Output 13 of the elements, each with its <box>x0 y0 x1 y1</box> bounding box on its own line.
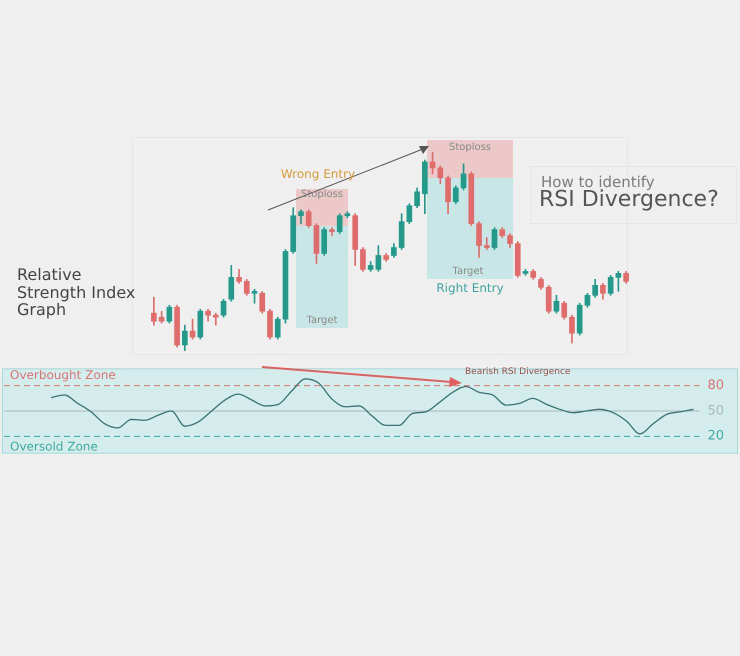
annotation: Bearish RSI Divergence <box>465 367 572 378</box>
y-tick-label: 20 <box>707 428 724 444</box>
annotation: Target <box>452 266 484 277</box>
y-tick-label: 80 <box>707 378 724 394</box>
annotation: How to identify <box>541 173 655 191</box>
ref-line-label: Overbought Zone <box>10 368 116 382</box>
annotation: Wrong Entry <box>280 167 356 182</box>
annotation: Stoploss <box>448 142 492 153</box>
candlestick <box>252 288 258 304</box>
annotation: Right Entry <box>435 281 505 296</box>
annotation: Target <box>306 315 338 326</box>
text: Relative Strength Index Graph <box>17 265 136 320</box>
ref-line-label: Oversold Zone <box>10 439 98 454</box>
